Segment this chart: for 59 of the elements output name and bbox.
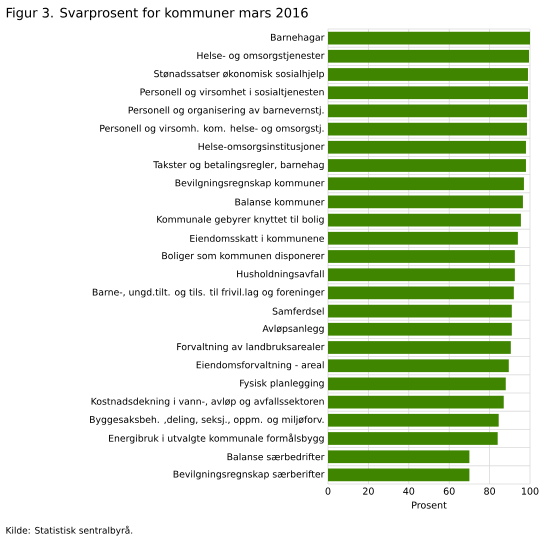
x-tick-label: 60 bbox=[444, 488, 455, 495]
bar bbox=[328, 378, 506, 390]
bar bbox=[328, 122, 527, 136]
x-tick-label: 0 bbox=[326, 488, 330, 495]
x-axis-title: Prosent bbox=[412, 502, 447, 509]
bar bbox=[328, 268, 515, 282]
y-tick-label: Barne-, ungd.tilt. og tils. til frivil.lag og foreninger bbox=[92, 288, 325, 298]
bar bbox=[328, 104, 527, 118]
y-tick-label: Byggesaksbeh. ,deling, seksj., oppm. og miljøforv. bbox=[90, 416, 324, 425]
y-tick-label: Fysisk planlegging bbox=[240, 379, 324, 388]
x-tick-label: 40 bbox=[403, 488, 414, 495]
y-tick-label: Avløpsanlegg bbox=[262, 324, 324, 334]
bar bbox=[328, 214, 521, 226]
bar bbox=[328, 86, 528, 100]
bar bbox=[328, 432, 498, 445]
y-tick-label: Personell og virsomh. kom. helse- og omsorgstj. bbox=[100, 124, 324, 134]
y-tick-label: Takster og betalingsregler, barnehag bbox=[153, 161, 324, 170]
x-tick-label: 80 bbox=[484, 488, 496, 495]
bar bbox=[328, 250, 515, 263]
y-tick-label: Balanse særbedrifter bbox=[228, 453, 324, 460]
y-tick-label: Personell og organisering av barnevernstj. bbox=[128, 106, 324, 116]
bar bbox=[328, 232, 518, 245]
bar bbox=[328, 140, 526, 154]
x-tick-label: 100 bbox=[522, 488, 538, 495]
y-tick-label: Helse- og omsorgstjenester bbox=[197, 52, 324, 61]
bar bbox=[328, 50, 529, 63]
text: Kilde: Statistisk sentralbyrå. bbox=[6, 526, 132, 536]
y-tick-label: Barnehagar bbox=[271, 34, 324, 43]
y-tick-label: Kommunale gebyrer knyttet til bolig bbox=[157, 216, 324, 225]
bar bbox=[328, 32, 530, 44]
bar bbox=[328, 468, 470, 482]
y-tick-label: Bevilgningsregnskap kommuner bbox=[176, 179, 324, 188]
y-tick-label: Eiendomsskatt i kommunene bbox=[190, 234, 324, 242]
y-tick-label: Eiendomsforvaltning - areal bbox=[196, 361, 324, 370]
bar bbox=[328, 359, 509, 372]
y-tick-label: Stønadssatser økonomisk sosialhjelp bbox=[154, 70, 324, 79]
bar bbox=[328, 322, 512, 336]
bar bbox=[328, 450, 470, 464]
bar bbox=[328, 68, 528, 81]
bar bbox=[328, 304, 512, 318]
y-tick-label: Balanse kommuner bbox=[235, 198, 324, 206]
y-tick-label: Bevilgningsregnskap særberifter bbox=[174, 470, 324, 480]
y-tick-label: Boliger som kommunen disponerer bbox=[162, 252, 324, 261]
bar bbox=[328, 341, 511, 354]
bar bbox=[328, 396, 504, 408]
y-tick-label: Husholdningsavfall bbox=[237, 270, 324, 280]
bar bbox=[328, 196, 523, 208]
y-tick-label: Personell og virsomhet i sosialtjenesten bbox=[140, 88, 324, 98]
y-tick-label: Energibruk i utvalgte kommunale formålsbygg bbox=[109, 433, 324, 444]
bar bbox=[328, 159, 526, 172]
bar bbox=[328, 177, 524, 190]
bar bbox=[328, 286, 514, 300]
x-tick-label: 20 bbox=[363, 488, 374, 495]
text: Figur 3. Svarprosent for kommuner mars 2016 bbox=[6, 8, 308, 20]
y-tick-label: Helse-omsorgsinstitusjoner bbox=[198, 142, 324, 152]
y-tick-label: Forvaltning av landbruksarealer bbox=[177, 343, 324, 352]
bar bbox=[328, 414, 499, 427]
y-tick-label: Samferdsel bbox=[272, 308, 324, 315]
y-tick-label: Kostnadsdekning i vann-, avløp og avfallssektoren bbox=[92, 398, 324, 407]
